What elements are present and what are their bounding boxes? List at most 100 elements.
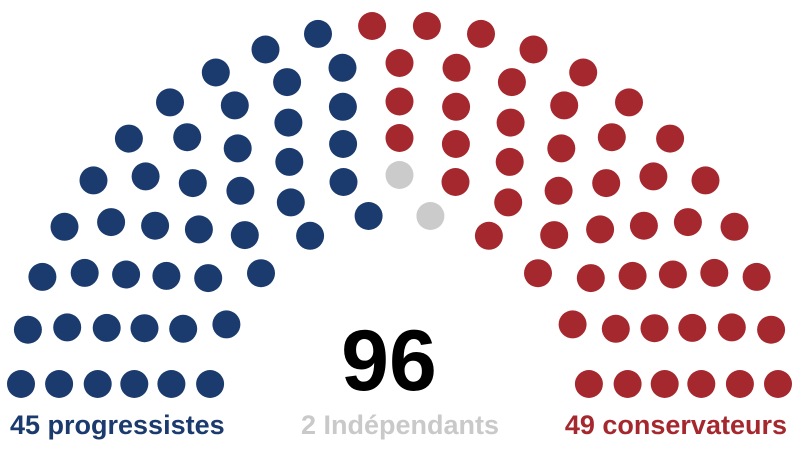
- seat-conservateurs: [742, 262, 771, 291]
- seat-conservateurs: [558, 310, 587, 339]
- seat-progressistes: [296, 221, 325, 250]
- seat-conservateurs: [639, 162, 668, 191]
- seat-conservateurs: [569, 58, 598, 87]
- party-label-conservateurs: 49 conservateurs: [564, 410, 787, 440]
- seat-progressistes: [196, 370, 225, 398]
- seat-conservateurs: [550, 91, 579, 120]
- seat-conservateurs: [613, 370, 642, 398]
- seat-conservateurs: [442, 92, 471, 121]
- seat-conservateurs: [720, 212, 749, 241]
- seat-progressistes: [13, 315, 42, 344]
- seat-progressistes: [92, 313, 121, 342]
- seat-conservateurs: [615, 88, 643, 117]
- seat-conservateurs: [717, 313, 746, 342]
- seat-progressistes: [79, 166, 108, 195]
- seat-progressistes: [157, 370, 186, 398]
- seat-progressistes: [70, 258, 99, 287]
- seat-conservateurs: [673, 208, 702, 237]
- seat-progressistes: [223, 134, 252, 163]
- seat-conservateurs: [385, 49, 414, 77]
- seat-progressistes: [247, 259, 275, 288]
- seat-progressistes: [114, 124, 143, 153]
- seat-conservateurs: [656, 124, 685, 153]
- seat-progressistes: [184, 215, 213, 244]
- seat-conservateurs: [576, 264, 605, 293]
- seat-progressistes: [275, 147, 304, 176]
- seat-conservateurs: [385, 124, 414, 152]
- seat-conservateurs: [757, 315, 786, 344]
- seat-progressistes: [45, 370, 74, 398]
- seat-progressistes: [83, 370, 112, 398]
- seat-conservateurs: [574, 370, 603, 398]
- seat-conservateurs: [586, 215, 615, 244]
- seat-progressistes: [276, 188, 305, 217]
- total-seats-label: 96: [341, 313, 437, 409]
- seat-conservateurs: [442, 53, 471, 82]
- seat-conservateurs: [467, 19, 495, 48]
- seat-progressistes: [329, 168, 358, 196]
- seat-independants: [416, 202, 445, 230]
- seat-progressistes: [226, 176, 255, 205]
- seat-conservateurs: [592, 169, 621, 198]
- seat-conservateurs: [441, 168, 470, 196]
- seat-progressistes: [329, 130, 358, 158]
- seat-conservateurs: [601, 314, 630, 343]
- seat-progressistes: [120, 370, 149, 398]
- seat-progressistes: [28, 262, 57, 291]
- seat-conservateurs: [764, 370, 792, 398]
- seat-progressistes: [212, 310, 241, 339]
- seat-progressistes: [178, 169, 207, 198]
- seat-conservateurs: [678, 313, 707, 342]
- seat-progressistes: [173, 123, 202, 152]
- seat-conservateurs: [540, 221, 569, 250]
- seat-progressistes: [328, 92, 357, 121]
- seat-progressistes: [354, 202, 383, 230]
- party-label-independants: 2 Indépendants: [300, 410, 500, 440]
- seat-progressistes: [53, 313, 82, 342]
- seat-conservateurs: [640, 314, 669, 343]
- seat-conservateurs: [725, 370, 754, 398]
- seat-progressistes: [251, 35, 280, 64]
- seat-progressistes: [274, 108, 303, 137]
- seat-conservateurs: [497, 68, 526, 97]
- seat-conservateurs: [495, 147, 524, 176]
- seat-conservateurs: [650, 370, 679, 398]
- seat-progressistes: [152, 261, 181, 290]
- seat-conservateurs: [519, 35, 548, 64]
- seat-conservateurs: [544, 176, 573, 205]
- seat-conservateurs: [658, 260, 687, 289]
- seat-progressistes: [169, 314, 198, 343]
- seat-progressistes: [7, 370, 35, 398]
- seat-independants: [385, 161, 414, 189]
- seat-conservateurs: [441, 130, 470, 158]
- seat-progressistes: [97, 208, 126, 237]
- seat-conservateurs: [700, 258, 729, 287]
- seat-conservateurs: [597, 123, 626, 152]
- seat-progressistes: [50, 212, 79, 241]
- seat-progressistes: [328, 53, 357, 82]
- seat-progressistes: [201, 58, 230, 87]
- seat-conservateurs: [412, 12, 441, 40]
- seat-progressistes: [131, 162, 160, 191]
- seat-conservateurs: [385, 87, 414, 116]
- seat-conservateurs: [496, 108, 525, 137]
- seat-progressistes: [130, 314, 159, 343]
- seat-conservateurs: [524, 259, 552, 288]
- seat-progressistes: [273, 68, 302, 97]
- seat-conservateurs: [474, 221, 503, 250]
- seat-progressistes: [156, 88, 184, 117]
- seat-progressistes: [194, 264, 223, 293]
- seat-conservateurs: [547, 134, 576, 163]
- seat-progressistes: [141, 211, 170, 240]
- seat-conservateurs: [691, 166, 720, 195]
- seat-progressistes: [304, 19, 332, 48]
- seat-conservateurs: [629, 211, 658, 240]
- seat-conservateurs: [618, 261, 647, 290]
- party-label-progressistes: 45 progressistes: [10, 410, 225, 440]
- seat-conservateurs: [687, 370, 716, 398]
- seat-progressistes: [220, 91, 249, 120]
- seat-progressistes: [230, 221, 259, 250]
- seat-conservateurs: [494, 188, 523, 217]
